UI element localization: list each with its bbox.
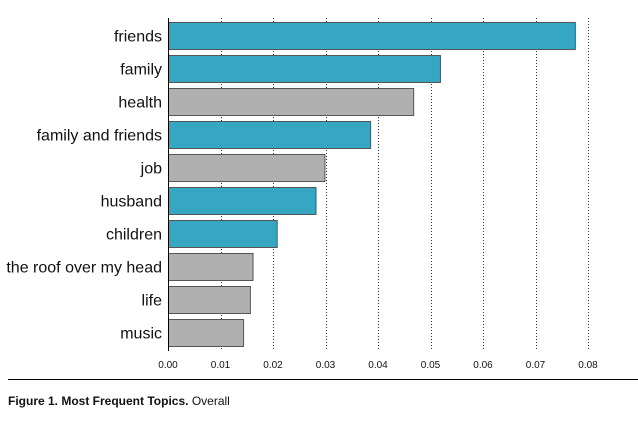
category-label: health — [118, 95, 162, 112]
bar — [168, 286, 251, 314]
x-tick-label: 0.03 — [316, 360, 336, 371]
x-tick-label: 0.05 — [421, 360, 441, 371]
category-label: family — [120, 62, 162, 79]
bar — [168, 154, 326, 182]
bar — [168, 121, 372, 149]
x-tick-label: 0.01 — [211, 360, 231, 371]
x-tick-label: 0.00 — [158, 360, 178, 371]
category-label: friends — [114, 29, 162, 46]
bar — [168, 55, 441, 83]
bar — [168, 88, 415, 116]
x-tick-label: 0.08 — [578, 360, 598, 371]
bars — [168, 22, 576, 347]
bar-chart: friends family health family and friends job… — [6, 18, 598, 371]
caption-label: Figure 1. Most Frequent Topics. — [8, 394, 189, 408]
category-label: husband — [101, 194, 162, 211]
caption-divider — [8, 379, 638, 380]
category-label: life — [142, 293, 163, 310]
x-tick-labels: 0.00 0.01 0.02 0.03 0.04 0.05 0.06 0.07 0.08 — [158, 360, 598, 371]
category-label: children — [106, 227, 162, 244]
x-tick-label: 0.06 — [473, 360, 493, 371]
figure-caption: Figure 1. Most Frequent Topics. Overall — [8, 394, 230, 408]
category-label: the roof over my head — [6, 260, 162, 277]
category-label: family and friends — [37, 128, 162, 145]
category-label: music — [120, 326, 162, 343]
category-label: job — [140, 161, 162, 178]
caption-text: Overall — [191, 394, 230, 408]
bar — [168, 253, 254, 281]
x-tick-label: 0.07 — [526, 360, 546, 371]
bar — [168, 220, 278, 248]
bar — [168, 22, 576, 50]
bar — [168, 187, 317, 215]
bar — [168, 319, 245, 347]
x-tick-label: 0.02 — [263, 360, 283, 371]
category-labels: friends family health family and friends job… — [6, 29, 162, 343]
x-tick-label: 0.04 — [368, 360, 388, 371]
